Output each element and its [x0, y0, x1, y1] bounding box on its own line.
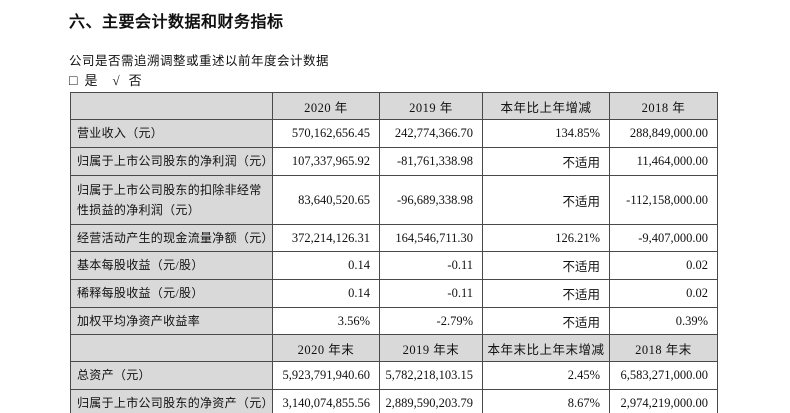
col-header-2019-end: 2019 年末 [379, 334, 483, 362]
col-header-yoy-change: 本年比上年增减 [482, 92, 610, 120]
table-row-net-profit: 归属于上市公司股东的净利润（元） 107,337,965.92 -81,761,… [70, 147, 718, 176]
cell-2020: 5,923,791,940.60 [272, 361, 380, 390]
cell-2020: 83,640,520.65 [272, 175, 380, 225]
no-label: 否 [128, 73, 142, 88]
year-header-row: 2020 年 2019 年 本年比上年增减 2018 年 [70, 92, 718, 120]
yes-checkbox-icon: □ [69, 74, 78, 89]
row-label: 营业收入（元） [70, 119, 273, 148]
cell-2019: 5,782,218,103.15 [379, 361, 483, 390]
checkmark-icon: √ [112, 73, 120, 88]
cell-2020: 3,140,074,855.56 [272, 389, 380, 413]
table-row-net-profit-excl-nonrecurring: 归属于上市公司股东的扣除非经常性损益的净利润（元） 83,640,520.65 … [70, 175, 718, 225]
corner-header-cell [70, 334, 273, 362]
cell-2019: -0.11 [379, 251, 483, 280]
cell-2018: -112,158,000.00 [609, 175, 718, 225]
row-label: 基本每股收益（元/股） [70, 251, 273, 280]
cell-2020: 3.56% [272, 307, 380, 335]
cell-change: 不适用 [482, 279, 610, 308]
table-row-weighted-avg-roe: 加权平均净资产收益率 3.56% -2.79% 不适用 0.39% [70, 307, 718, 335]
row-label: 归属于上市公司股东的净资产（元） [70, 389, 273, 413]
yes-label: 是 [84, 73, 98, 88]
cell-2018: 288,849,000.00 [609, 119, 718, 148]
cell-2018: 11,464,000.00 [609, 147, 718, 176]
cell-2020: 107,337,965.92 [272, 147, 380, 176]
cell-2018: -9,407,000.00 [609, 224, 718, 252]
corner-header-cell [70, 92, 273, 120]
restatement-answer-line: □ 是 √ 否 [69, 70, 142, 90]
cell-change: 2.45% [482, 361, 610, 390]
col-header-2020: 2020 年 [272, 92, 380, 120]
col-header-2018: 2018 年 [609, 92, 718, 120]
col-header-2020-end: 2020 年末 [272, 334, 380, 362]
cell-change: 8.67% [482, 389, 610, 413]
row-label: 归属于上市公司股东的扣除非经常性损益的净利润（元） [70, 175, 273, 225]
cell-2019: -81,761,338.98 [379, 147, 483, 176]
financial-indicators-table: 2020 年 2019 年 本年比上年增减 2018 年 营业收入（元） 570… [70, 92, 718, 413]
cell-change: 126.21% [482, 224, 610, 252]
cell-change: 不适用 [482, 307, 610, 335]
cell-2018: 6,583,271,000.00 [609, 361, 718, 390]
cell-2018: 0.02 [609, 251, 718, 280]
cell-2018: 2,974,219,000.00 [609, 389, 718, 413]
table-row-diluted-eps: 稀释每股收益（元/股） 0.14 -0.11 不适用 0.02 [70, 279, 718, 308]
cell-change: 134.85% [482, 119, 610, 148]
year-end-header-row: 2020 年末 2019 年末 本年末比上年末增减 2018 年末 [70, 334, 718, 362]
cell-2019: 2,889,590,203.79 [379, 389, 483, 413]
col-header-yearend-change: 本年末比上年末增减 [482, 334, 610, 362]
table-row-revenue: 营业收入（元） 570,162,656.45 242,774,366.70 13… [70, 119, 718, 148]
table-row-net-assets: 归属于上市公司股东的净资产（元） 3,140,074,855.56 2,889,… [70, 389, 718, 413]
row-label: 归属于上市公司股东的净利润（元） [70, 147, 273, 176]
cell-change: 不适用 [482, 175, 610, 225]
col-header-2018-end: 2018 年末 [609, 334, 718, 362]
cell-2020: 0.14 [272, 251, 380, 280]
row-label: 加权平均净资产收益率 [70, 307, 273, 335]
cell-2020: 0.14 [272, 279, 380, 308]
row-label: 经营活动产生的现金流量净额（元） [70, 224, 273, 252]
cell-2019: -0.11 [379, 279, 483, 308]
section-title: 六、主要会计数据和财务指标 [69, 14, 284, 31]
cell-2018: 0.39% [609, 307, 718, 335]
cell-2018: 0.02 [609, 279, 718, 308]
cell-2019: -2.79% [379, 307, 483, 335]
table-row-total-assets: 总资产（元） 5,923,791,940.60 5,782,218,103.15… [70, 361, 718, 390]
restatement-question: 公司是否需追溯调整或重述以前年度会计数据 [69, 54, 330, 68]
row-label: 总资产（元） [70, 361, 273, 390]
table-row-basic-eps: 基本每股收益（元/股） 0.14 -0.11 不适用 0.02 [70, 251, 718, 280]
cell-2020: 372,214,126.31 [272, 224, 380, 252]
row-label: 稀释每股收益（元/股） [70, 279, 273, 308]
table-row-operating-cash-flow: 经营活动产生的现金流量净额（元） 372,214,126.31 164,546,… [70, 224, 718, 252]
col-header-2019: 2019 年 [379, 92, 483, 120]
cell-2020: 570,162,656.45 [272, 119, 380, 148]
cell-change: 不适用 [482, 147, 610, 176]
cell-2019: -96,689,338.98 [379, 175, 483, 225]
cell-change: 不适用 [482, 251, 610, 280]
cell-2019: 242,774,366.70 [379, 119, 483, 148]
cell-2019: 164,546,711.30 [379, 224, 483, 252]
